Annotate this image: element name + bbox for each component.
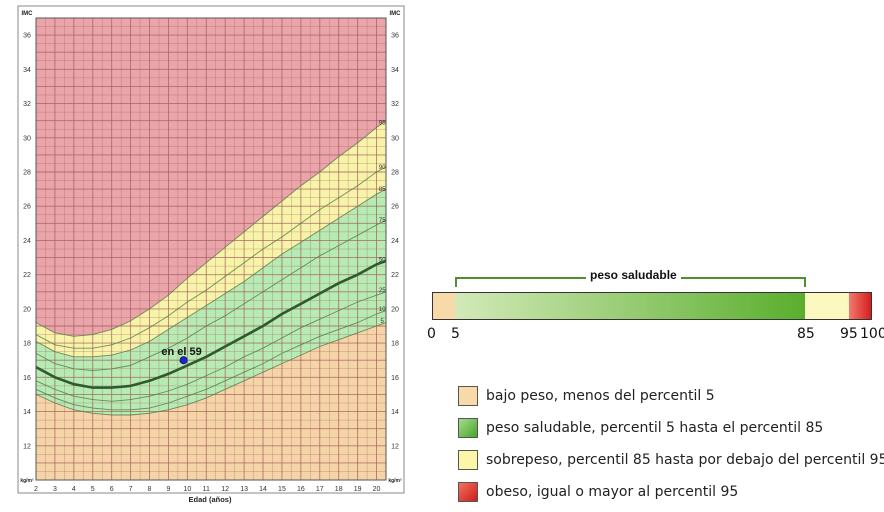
percentile-label-95: 95 xyxy=(379,121,386,127)
percentile-label-10: 10 xyxy=(379,307,386,313)
x-tick-10: 10 xyxy=(183,486,191,493)
percentile-line-25 xyxy=(35,291,387,402)
bar-overweight-segment xyxy=(805,293,850,319)
x-tick-12: 12 xyxy=(221,486,229,493)
plot-border xyxy=(35,17,387,481)
bar-tick-5: 5 xyxy=(451,326,460,342)
legend-swatch-healthy xyxy=(458,418,478,438)
x-tick-7: 7 xyxy=(129,486,133,493)
y-tick-left-12: 12 xyxy=(23,443,31,450)
x-axis-label: Edad (años) xyxy=(189,495,232,504)
percentile-line-75 xyxy=(35,219,387,371)
percentile-line-50 xyxy=(35,259,387,389)
x-tick-16: 16 xyxy=(297,486,305,493)
x-tick-19: 19 xyxy=(354,486,362,493)
bar-tick-95: 95 xyxy=(840,326,858,342)
x-tick-11: 11 xyxy=(203,486,210,493)
percentile-label-5: 5 xyxy=(381,319,385,325)
x-tick-8: 8 xyxy=(148,486,152,493)
y-tick-right-32: 32 xyxy=(391,101,399,108)
y-tick-left-30: 30 xyxy=(23,135,31,142)
legend-label-obese: obeso, igual o mayor al percentil 95 xyxy=(486,484,739,500)
legend: bajo peso, menos del percentil 5 peso sa… xyxy=(458,384,884,512)
x-tick-2: 2 xyxy=(34,486,38,493)
y-tick-right-36: 36 xyxy=(391,33,399,40)
percentile-label-85: 85 xyxy=(379,187,386,193)
y-tick-left-24: 24 xyxy=(23,238,31,245)
bar-tick-100: 100 xyxy=(860,326,884,342)
y-tick-right-16: 16 xyxy=(391,375,399,382)
percentile-line-95 xyxy=(35,120,387,337)
bar-tick-85: 85 xyxy=(797,326,815,342)
percentile-label-50: 50 xyxy=(379,257,386,263)
legend-label-underweight: bajo peso, menos del percentil 5 xyxy=(486,388,715,404)
y-tick-left-22: 22 xyxy=(23,272,31,279)
x-tick-20: 20 xyxy=(373,486,381,493)
legend-item-healthy: peso saludable, percentil 5 hasta el per… xyxy=(458,416,884,440)
percentile-line-5 xyxy=(35,322,387,416)
percentile-line-90 xyxy=(35,166,387,349)
y-tick-right-34: 34 xyxy=(391,67,399,74)
x-tick-17: 17 xyxy=(316,486,324,493)
legend-item-underweight: bajo peso, menos del percentil 5 xyxy=(458,384,884,408)
percentile-label-90: 90 xyxy=(379,165,386,171)
percentile-label-75: 75 xyxy=(379,218,386,224)
percentile-label-25: 25 xyxy=(379,288,386,294)
bar-obese-segment xyxy=(849,293,871,319)
y-axis-label-right: IMC xyxy=(390,11,402,17)
legend-label-healthy: peso saludable, percentil 5 hasta el per… xyxy=(486,420,824,436)
y-tick-left-14: 14 xyxy=(23,409,31,416)
y-tick-left-32: 32 xyxy=(23,101,31,108)
x-tick-3: 3 xyxy=(53,486,57,493)
y-tick-right-14: 14 xyxy=(391,409,399,416)
legend-label-overweight: sobrepeso, percentil 85 hasta por debajo… xyxy=(486,452,884,468)
y-tick-left-16: 16 xyxy=(23,375,31,382)
y-axis-label-left: IMC xyxy=(22,11,34,17)
y-tick-right-20: 20 xyxy=(391,306,399,313)
bar-underweight-segment xyxy=(433,293,455,319)
x-tick-13: 13 xyxy=(240,486,248,493)
percentile-line-85 xyxy=(35,188,387,358)
legend-swatch-obese xyxy=(458,482,478,502)
y-tick-left-34: 34 xyxy=(23,67,31,74)
x-tick-6: 6 xyxy=(110,486,114,493)
percentile-line-10 xyxy=(35,310,387,411)
x-tick-18: 18 xyxy=(335,486,343,493)
y-tick-left-36: 36 xyxy=(23,33,31,40)
legend-item-overweight: sobrepeso, percentil 85 hasta por debajo… xyxy=(458,448,884,472)
y-tick-right-12: 12 xyxy=(391,443,399,450)
bar-tick-0: 0 xyxy=(427,326,436,342)
unit-label-right: kg/m² xyxy=(388,478,402,484)
y-tick-right-28: 28 xyxy=(391,170,399,177)
legend-swatch-overweight xyxy=(458,450,478,470)
y-tick-left-20: 20 xyxy=(23,306,31,313)
x-tick-9: 9 xyxy=(166,486,170,493)
y-tick-left-18: 18 xyxy=(23,341,31,348)
x-tick-5: 5 xyxy=(91,486,95,493)
y-tick-right-26: 26 xyxy=(391,204,399,211)
healthy-zone xyxy=(36,189,386,415)
legend-item-obese: obeso, igual o mayor al percentil 95 xyxy=(458,480,884,504)
underweight-zone xyxy=(36,322,386,480)
x-tick-4: 4 xyxy=(72,486,76,493)
legend-swatch-underweight xyxy=(458,386,478,406)
y-tick-right-30: 30 xyxy=(391,135,399,142)
healthy-bracket-label: peso saludable xyxy=(586,268,681,282)
patient-point xyxy=(179,356,188,365)
y-tick-right-24: 24 xyxy=(391,238,399,245)
x-tick-15: 15 xyxy=(278,486,286,493)
percentile-bar xyxy=(432,292,872,320)
bar-healthy-segment xyxy=(454,293,806,319)
y-tick-right-22: 22 xyxy=(391,272,399,279)
y-tick-right-18: 18 xyxy=(391,341,399,348)
y-tick-left-26: 26 xyxy=(23,204,31,211)
unit-label-left: kg/m² xyxy=(20,478,34,484)
y-tick-left-28: 28 xyxy=(23,170,31,177)
x-tick-14: 14 xyxy=(259,486,267,493)
patient-point-label: en el 59 xyxy=(161,346,201,358)
